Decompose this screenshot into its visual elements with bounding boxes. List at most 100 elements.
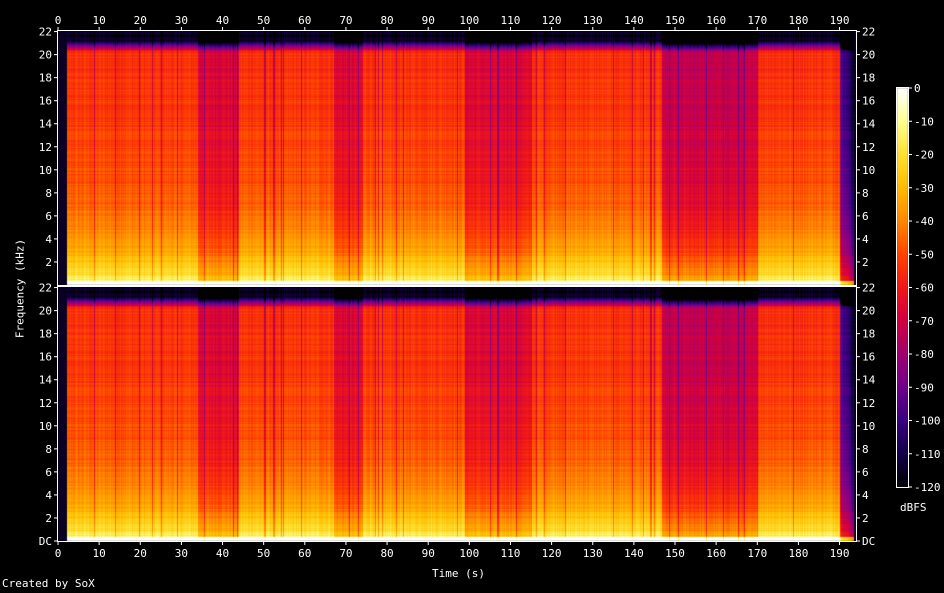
x-tick-label-bottom: 120 [542,547,562,560]
y-tick-label-right-channel-1: 6 [862,210,869,223]
x-tick-label-top: 30 [175,14,188,27]
x-tick-label-top: 160 [706,14,726,27]
x-tick-label-bottom: 150 [665,547,685,560]
x-tick-label-bottom: 110 [501,547,521,560]
colorbar-tick-label: -60 [914,282,934,295]
colorbar-tick-label: -120 [914,481,941,494]
y-tick-label-left-channel-1: 14 [39,118,53,131]
plot-frame-channel-2 [57,286,857,542]
y-tick-label-right-channel-1: 12 [862,141,875,154]
x-tick-label-bottom: 20 [134,547,147,560]
y-tick-label-right-channel-2: 10 [862,420,875,433]
y-tick-label-left-channel-1: 12 [39,141,52,154]
y-tick-label-left-channel-1: 20 [39,49,52,62]
colorbar-frame [896,87,909,488]
x-tick-label-top: 80 [380,14,393,27]
y-tick-label-left-channel-1: 18 [39,72,52,85]
x-tick-label-top: 140 [624,14,644,27]
x-tick-label-bottom: 100 [459,547,479,560]
colorbar-tick-label: -100 [914,415,941,428]
y-tick-label-left-channel-2: DC [39,535,52,548]
x-tick-label-bottom: 130 [583,547,603,560]
x-axis-title: Time (s) [432,567,485,580]
x-tick-label-bottom: 190 [830,547,850,560]
y-tick-label-left-channel-2: 16 [39,351,52,364]
colorbar-tick-label: -50 [914,248,934,261]
x-tick-label-bottom: 40 [216,547,229,560]
y-tick-label-left-channel-2: 6 [45,466,52,479]
y-tick-label-right-channel-2: 16 [862,351,875,364]
colorbar-tick-label: -10 [914,115,934,128]
y-tick-label-left-channel-1: 2 [45,256,52,269]
x-tick-label-top: 190 [830,14,850,27]
y-tick-label-left-channel-2: 12 [39,397,52,410]
y-tick-label-left-channel-2: 14 [39,374,53,387]
x-tick-label-top: 20 [134,14,147,27]
y-tick-label-left-channel-1: 22 [39,26,52,39]
y-tick-label-left-channel-1: 6 [45,210,52,223]
y-tick-label-right-channel-2: 20 [862,305,875,318]
x-tick-label-top: 0 [55,14,62,27]
x-tick-label-top: 120 [542,14,562,27]
x-tick-label-top: 110 [501,14,521,27]
plot-frame-channel-1 [57,30,857,286]
y-tick-label-right-channel-2: 8 [862,443,869,456]
y-tick-label-left-channel-2: 18 [39,328,52,341]
x-tick-label-top: 90 [422,14,435,27]
y-tick-label-right-channel-2: 22 [862,282,875,295]
y-tick-label-left-channel-2: 22 [39,282,52,295]
x-tick-label-top: 60 [298,14,311,27]
x-tick-label-bottom: 0 [55,547,62,560]
x-tick-label-top: 180 [788,14,808,27]
y-tick-label-left-channel-2: 10 [39,420,52,433]
x-tick-label-bottom: 60 [298,547,311,560]
x-tick-label-bottom: 70 [339,547,352,560]
credit-text: Created by SoX [2,577,95,590]
x-tick-label-top: 150 [665,14,685,27]
colorbar-tick-label: -80 [914,348,934,361]
x-tick-label-bottom: 140 [624,547,644,560]
x-tick-label-bottom: 90 [422,547,435,560]
colorbar-tick-label: 0 [914,82,921,95]
x-tick-label-top: 100 [459,14,479,27]
y-tick-label-left-channel-2: 8 [45,443,52,456]
colorbar-tick-label: -90 [914,381,934,394]
y-tick-label-right-channel-1: 18 [862,72,875,85]
y-tick-label-right-channel-2: 12 [862,397,875,410]
colorbar-tick-label: -110 [914,448,941,461]
x-tick-label-top: 130 [583,14,603,27]
x-tick-label-bottom: 50 [257,547,270,560]
colorbar-tick-label: -70 [914,315,934,328]
y-tick-label-left-channel-1: 16 [39,95,52,108]
colorbar-tick-label: -30 [914,182,934,195]
colorbar-tick-label: -40 [914,215,934,228]
y-tick-label-right-channel-1: 16 [862,95,875,108]
y-tick-label-left-channel-2: 4 [45,489,52,502]
y-tick-label-right-channel-2: 2 [862,512,869,525]
y-tick-label-right-channel-1: 20 [862,49,875,62]
x-tick-label-top: 170 [747,14,767,27]
y-axis-title: Frequency (kHz) [13,238,27,339]
colorbar-tick-label: -20 [914,149,934,162]
y-tick-label-right-channel-1: 2 [862,256,869,269]
y-tick-label-right-channel-1: 4 [862,233,869,246]
x-tick-label-top: 10 [93,14,106,27]
x-tick-label-bottom: 30 [175,547,188,560]
y-tick-label-left-channel-1: 8 [45,187,52,200]
x-tick-label-top: 50 [257,14,270,27]
y-tick-label-right-channel-1: 22 [862,26,875,39]
x-tick-label-top: 70 [339,14,352,27]
y-tick-label-left-channel-1: 10 [39,164,52,177]
x-tick-label-bottom: 160 [706,547,726,560]
colorbar-label: dBFS [900,501,927,514]
y-tick-label-left-channel-2: 20 [39,305,52,318]
y-tick-label-right-channel-1: 8 [862,187,869,200]
x-tick-label-top: 40 [216,14,229,27]
y-tick-label-right-channel-2: 6 [862,466,869,479]
x-tick-label-bottom: 170 [747,547,767,560]
y-tick-label-right-channel-1: 10 [862,164,875,177]
y-tick-label-right-channel-2: 14 [862,374,876,387]
